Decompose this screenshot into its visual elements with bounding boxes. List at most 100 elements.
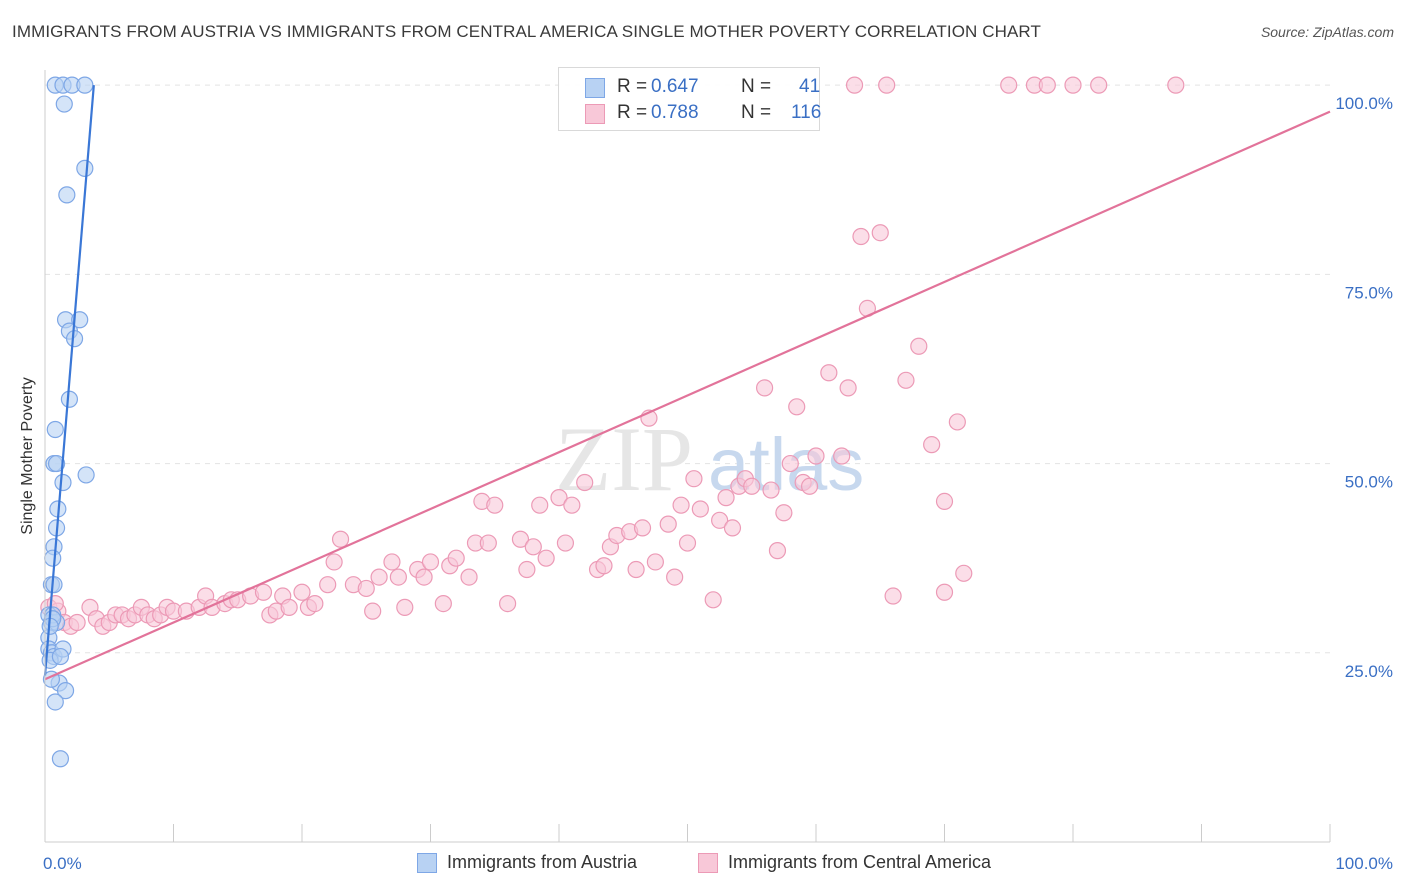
point-central-america bbox=[948, 413, 966, 431]
point-central-america bbox=[800, 477, 819, 495]
point-central-america bbox=[595, 557, 613, 575]
point-austria bbox=[46, 693, 64, 711]
x-tick-label: 100.0% bbox=[1335, 854, 1393, 873]
point-central-america bbox=[768, 542, 787, 560]
r-label: R = bbox=[617, 76, 648, 97]
point-central-america bbox=[884, 587, 902, 605]
point-central-america bbox=[1090, 76, 1108, 94]
point-central-america bbox=[923, 436, 941, 454]
point-central-america bbox=[762, 481, 780, 499]
point-central-america bbox=[306, 594, 324, 613]
point-austria bbox=[55, 95, 73, 113]
legend-swatch-blue bbox=[417, 853, 437, 873]
point-central-america bbox=[556, 534, 575, 552]
chart-title: IMMIGRANTS FROM AUSTRIA VS IMMIGRANTS FR… bbox=[12, 22, 1041, 41]
axis-layer: 25.0% 50.0% 75.0% 100.0% 0.0% 100.0% bbox=[43, 70, 1393, 873]
point-austria bbox=[76, 159, 94, 177]
point-central-america bbox=[743, 477, 761, 495]
legend-swatch-pink bbox=[698, 853, 718, 873]
y-tick-label: 100.0% bbox=[1335, 94, 1393, 113]
point-central-america bbox=[325, 553, 343, 571]
point-central-america bbox=[839, 379, 857, 397]
legend-label-central-america: Immigrants from Central America bbox=[728, 852, 992, 872]
legend-swatch-blue bbox=[585, 78, 605, 98]
point-austria bbox=[46, 420, 64, 439]
r-value: 0.647 bbox=[651, 76, 699, 97]
point-central-america bbox=[935, 492, 954, 511]
point-central-america bbox=[633, 519, 652, 537]
point-central-america bbox=[691, 500, 709, 518]
point-central-america bbox=[955, 564, 973, 582]
point-austria bbox=[65, 330, 84, 348]
point-central-america bbox=[576, 473, 594, 492]
point-austria bbox=[58, 186, 76, 204]
point-central-america bbox=[852, 227, 870, 246]
trendline-central-america bbox=[44, 110, 1331, 681]
point-austria bbox=[51, 750, 70, 768]
n-label: N = bbox=[741, 76, 772, 97]
point-central-america bbox=[685, 470, 703, 488]
point-central-america bbox=[563, 496, 581, 514]
source-credit: Source: ZipAtlas.com bbox=[1260, 24, 1394, 40]
point-central-america bbox=[460, 568, 478, 586]
point-central-america bbox=[447, 549, 465, 567]
grid-layer bbox=[45, 84, 1330, 654]
point-austria bbox=[56, 682, 75, 700]
point-austria bbox=[54, 473, 72, 492]
point-central-america bbox=[704, 591, 722, 609]
point-central-america bbox=[627, 560, 645, 579]
point-central-america bbox=[499, 594, 517, 613]
point-central-america bbox=[331, 530, 350, 548]
point-central-america bbox=[878, 76, 896, 94]
point-central-america bbox=[935, 583, 954, 601]
point-central-america bbox=[68, 613, 86, 632]
point-central-america bbox=[479, 534, 497, 552]
point-central-america bbox=[1064, 76, 1082, 94]
point-central-america bbox=[678, 534, 697, 552]
point-central-america bbox=[389, 568, 407, 586]
point-central-america bbox=[755, 379, 774, 397]
point-central-america bbox=[319, 576, 337, 594]
point-austria bbox=[76, 76, 94, 94]
point-central-america bbox=[280, 598, 298, 616]
point-central-america bbox=[1167, 76, 1185, 94]
point-central-america bbox=[486, 496, 504, 514]
point-austria bbox=[77, 466, 95, 484]
point-central-america bbox=[871, 224, 889, 242]
n-label: N = bbox=[741, 102, 772, 123]
point-central-america bbox=[550, 489, 568, 507]
point-central-america bbox=[845, 76, 864, 94]
r-value: 0.788 bbox=[651, 102, 699, 123]
point-central-america bbox=[537, 549, 555, 567]
point-central-america bbox=[370, 568, 388, 586]
x-tick-label: 0.0% bbox=[43, 854, 82, 873]
point-central-america bbox=[897, 371, 915, 389]
point-central-america bbox=[820, 364, 838, 382]
trendline-austria bbox=[43, 85, 95, 676]
point-central-america bbox=[775, 504, 793, 522]
point-central-america bbox=[1038, 76, 1056, 94]
point-central-america bbox=[518, 560, 536, 579]
point-austria bbox=[47, 454, 66, 473]
point-central-america bbox=[254, 583, 273, 601]
point-central-america bbox=[672, 496, 690, 514]
point-central-america bbox=[646, 553, 664, 571]
point-central-america bbox=[524, 538, 542, 556]
y-tick-label: 50.0% bbox=[1345, 473, 1393, 492]
y-tick-label: 25.0% bbox=[1345, 662, 1393, 681]
point-austria bbox=[44, 549, 62, 567]
point-central-america bbox=[415, 568, 433, 586]
point-central-america bbox=[364, 602, 382, 620]
y-tick-label: 75.0% bbox=[1345, 283, 1393, 302]
point-central-america bbox=[711, 511, 729, 529]
stats-legend: R = 0.647 N = 41 R = 0.788 N = 116 bbox=[558, 67, 821, 131]
watermark-zip: ZIP bbox=[555, 408, 693, 510]
legend-swatch-pink bbox=[585, 104, 605, 124]
point-central-america bbox=[723, 519, 742, 537]
point-central-america bbox=[357, 579, 375, 598]
point-austria bbox=[51, 647, 70, 666]
r-label: R = bbox=[617, 102, 648, 123]
point-central-america bbox=[659, 515, 677, 533]
trend-layer bbox=[43, 85, 1331, 681]
